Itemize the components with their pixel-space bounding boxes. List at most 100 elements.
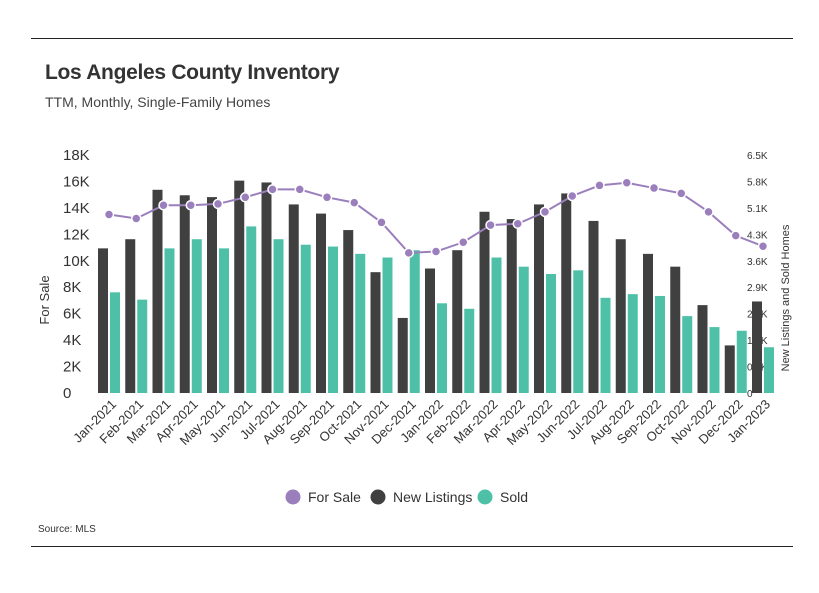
y-right-tick-label: 3.6K xyxy=(747,257,768,268)
bar-sold-jan-2022 xyxy=(437,303,447,393)
bar-new-listings-jul-2021 xyxy=(261,182,272,393)
point-for-sale-mar-2022 xyxy=(485,219,496,231)
bar-new-listings-jan-2021 xyxy=(98,248,108,393)
bar-new-listings-nov-2021 xyxy=(370,272,381,393)
y-tick-label: 6K xyxy=(63,306,81,323)
y-right-tick-label: 4.3K xyxy=(747,230,768,241)
point-for-sale-sep-2022 xyxy=(648,182,660,194)
bottom-rule xyxy=(31,546,793,547)
bar-sold-aug-2022 xyxy=(627,294,638,393)
bar-sold-oct-2021 xyxy=(355,253,366,393)
point-for-sale-jun-2021 xyxy=(240,192,251,203)
bar-new-listings-jan-2022 xyxy=(425,268,435,393)
point-for-sale-oct-2021 xyxy=(349,197,360,208)
y-tick-label: 12K xyxy=(63,226,90,243)
bar-new-listings-sep-2022 xyxy=(643,253,653,393)
bar-new-listings-feb-2021 xyxy=(125,239,136,393)
legend-marker-new-listings xyxy=(370,489,386,505)
point-for-sale-dec-2021 xyxy=(403,247,414,259)
y-tick-label: 16K xyxy=(63,173,90,190)
point-for-sale-nov-2022 xyxy=(703,206,714,218)
y-tick-label: 2K xyxy=(63,359,81,376)
y-right-tick-label: 5.1K xyxy=(747,204,768,215)
bar-new-listings-oct-2021 xyxy=(343,230,354,393)
point-for-sale-jan-2021 xyxy=(103,209,115,220)
bar-sold-feb-2022 xyxy=(464,308,475,393)
bar-sold-nov-2022 xyxy=(709,327,720,393)
y-right-tick-label: 2.9K xyxy=(747,283,768,294)
top-rule xyxy=(31,38,793,39)
y-right-tick-label: 5.8K xyxy=(747,177,768,188)
source-note: Source: MLS xyxy=(38,524,96,535)
bar-new-listings-jun-2021 xyxy=(234,180,245,393)
bar-new-listings-aug-2022 xyxy=(615,239,626,393)
bar-new-listings-jan-2023 xyxy=(752,301,762,393)
bar-sold-jul-2022 xyxy=(600,297,611,393)
point-for-sale-aug-2022 xyxy=(621,177,632,189)
bar-sold-dec-2022 xyxy=(736,330,747,393)
bar-new-listings-dec-2021 xyxy=(397,317,408,393)
bar-sold-mar-2022 xyxy=(491,257,502,393)
point-for-sale-sep-2021 xyxy=(321,192,333,203)
point-for-sale-jun-2022 xyxy=(567,190,578,202)
bar-new-listings-jun-2022 xyxy=(561,193,572,393)
bar-sold-oct-2022 xyxy=(682,316,693,393)
bar-sold-feb-2021 xyxy=(137,299,148,393)
bar-new-listings-aug-2021 xyxy=(288,204,299,393)
point-for-sale-may-2022 xyxy=(539,206,551,218)
point-for-sale-oct-2022 xyxy=(676,188,687,199)
chart-subtitle: TTM, Monthly, Single-Family Homes xyxy=(45,94,271,110)
y-right-axis-title: New Listings and Sold Homes xyxy=(780,224,792,371)
legend-label-sold: Sold xyxy=(500,489,528,505)
y-tick-label: 8K xyxy=(63,279,81,296)
bar-sold-aug-2021 xyxy=(300,244,311,393)
bar-sold-sep-2021 xyxy=(328,246,338,393)
point-for-sale-aug-2021 xyxy=(294,184,305,195)
bar-new-listings-may-2021 xyxy=(207,197,217,393)
bar-sold-dec-2021 xyxy=(409,250,420,393)
point-for-sale-jan-2022 xyxy=(430,246,442,257)
y-tick-label: 0 xyxy=(63,385,71,402)
bar-new-listings-may-2022 xyxy=(534,204,544,393)
bar-new-listings-apr-2022 xyxy=(506,219,517,393)
point-for-sale-dec-2022 xyxy=(730,230,741,241)
point-for-sale-apr-2021 xyxy=(185,199,196,211)
bar-sold-mar-2021 xyxy=(164,248,175,393)
y-right-tick-label: 0 xyxy=(747,389,753,400)
bar-new-listings-dec-2022 xyxy=(724,345,735,393)
bar-sold-may-2022 xyxy=(546,274,556,393)
bar-sold-jul-2021 xyxy=(273,239,284,393)
bar-sold-apr-2022 xyxy=(518,266,529,393)
point-for-sale-jan-2023 xyxy=(757,240,769,252)
legend-label-for-sale: For Sale xyxy=(308,489,361,505)
legend-label-new-listings: New Listings xyxy=(393,489,472,505)
bar-sold-apr-2021 xyxy=(191,239,202,393)
bar-new-listings-feb-2022 xyxy=(452,250,463,393)
bar-new-listings-nov-2022 xyxy=(697,305,708,393)
bar-new-listings-apr-2021 xyxy=(179,195,190,393)
chart-title: Los Angeles County Inventory xyxy=(45,61,340,84)
bar-new-listings-mar-2022 xyxy=(479,211,490,393)
point-for-sale-may-2021 xyxy=(212,198,224,210)
y-axis-title: For Sale xyxy=(37,275,52,324)
bar-sold-sep-2022 xyxy=(655,295,665,393)
y-tick-label: 10K xyxy=(63,253,90,270)
legend-marker-for-sale xyxy=(285,489,301,505)
y-tick-label: 4K xyxy=(63,332,81,349)
bar-new-listings-oct-2022 xyxy=(670,266,681,393)
y-tick-label: 14K xyxy=(63,200,90,217)
bar-sold-jun-2022 xyxy=(573,270,584,393)
point-for-sale-feb-2021 xyxy=(131,213,142,224)
point-for-sale-nov-2021 xyxy=(376,217,387,228)
point-for-sale-apr-2022 xyxy=(512,218,523,230)
bar-sold-may-2021 xyxy=(219,248,229,393)
bar-sold-jan-2021 xyxy=(110,292,120,393)
bar-new-listings-mar-2021 xyxy=(152,189,163,393)
legend-marker-sold xyxy=(477,489,493,505)
bar-sold-jun-2021 xyxy=(246,226,257,393)
bar-sold-jan-2023 xyxy=(764,347,774,393)
y-right-tick-label: 6.5K xyxy=(747,151,768,162)
bar-sold-nov-2021 xyxy=(382,257,393,393)
point-for-sale-jul-2022 xyxy=(594,180,605,191)
